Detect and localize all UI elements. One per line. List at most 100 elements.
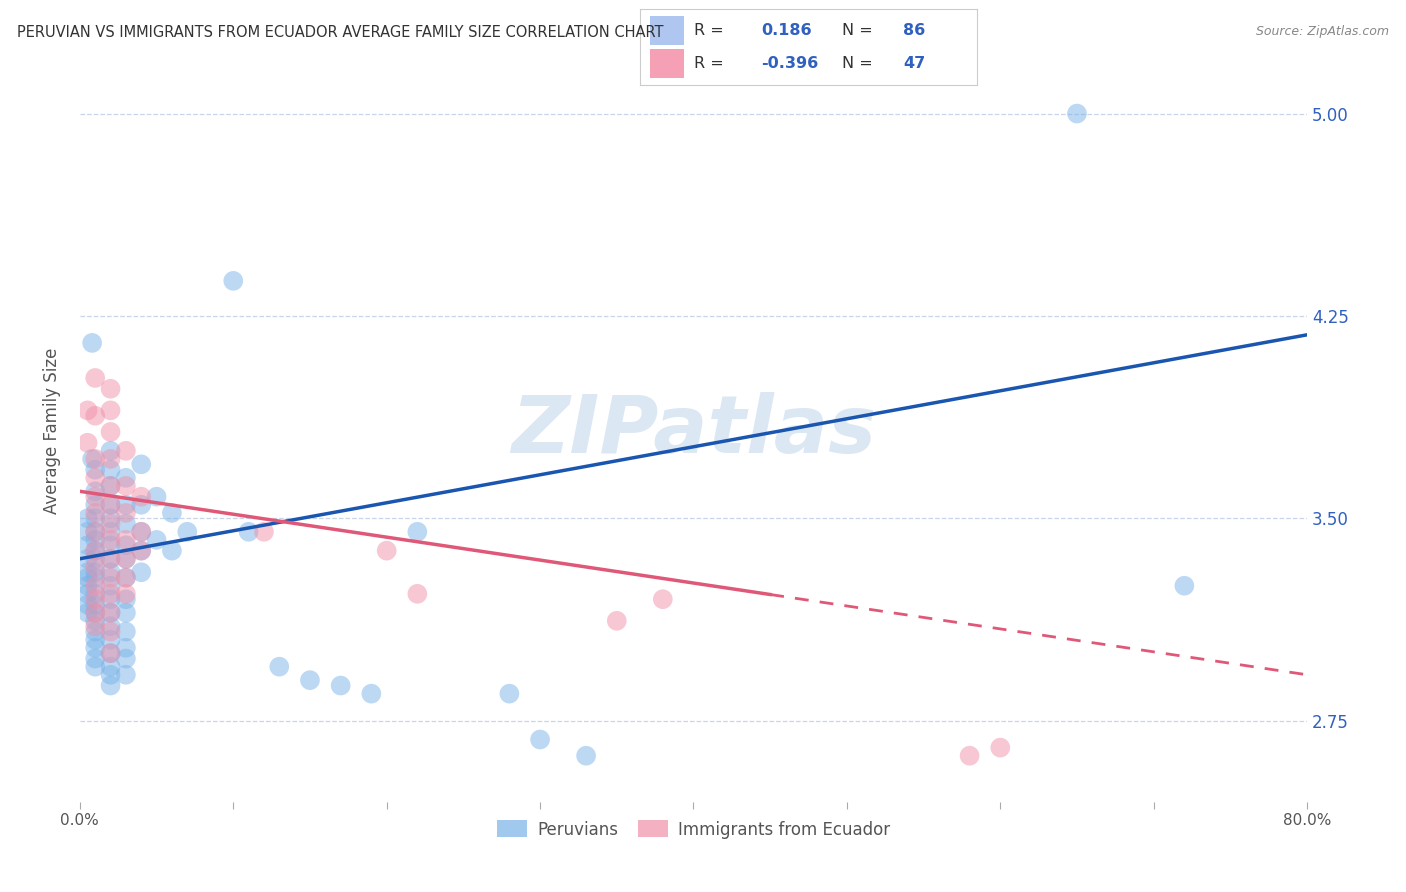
Point <box>84 524 107 539</box>
Point <box>100 646 122 660</box>
Text: 86: 86 <box>903 22 925 37</box>
Point <box>129 566 152 580</box>
Point <box>76 511 98 525</box>
Text: 47: 47 <box>903 56 925 71</box>
Point <box>100 619 122 633</box>
Point <box>129 524 152 539</box>
Point <box>84 624 107 639</box>
Point <box>100 511 122 525</box>
Point <box>100 524 122 539</box>
Point <box>76 538 98 552</box>
Point <box>100 425 122 439</box>
Point <box>115 587 138 601</box>
Point <box>375 543 398 558</box>
Point <box>84 451 107 466</box>
Point <box>76 551 98 566</box>
Point <box>76 524 98 539</box>
Point <box>115 533 138 547</box>
Point <box>115 651 138 665</box>
Point <box>100 679 122 693</box>
Point <box>298 673 321 688</box>
Point <box>84 490 107 504</box>
Text: N =: N = <box>842 22 879 37</box>
Point <box>176 524 198 539</box>
Point <box>82 335 104 350</box>
Point <box>129 543 152 558</box>
Point <box>100 498 122 512</box>
Point <box>100 606 122 620</box>
Bar <box>650 16 683 45</box>
Point <box>100 579 122 593</box>
Point <box>100 538 122 552</box>
Point <box>529 732 551 747</box>
Point <box>100 571 122 585</box>
Point <box>84 543 107 558</box>
Point <box>84 571 107 585</box>
Point <box>76 606 98 620</box>
Point <box>100 498 122 512</box>
Point <box>100 659 122 673</box>
Point <box>160 543 183 558</box>
Text: -0.396: -0.396 <box>761 56 818 71</box>
Point <box>129 490 152 504</box>
Point <box>84 566 107 580</box>
Point <box>84 606 107 620</box>
Point <box>84 543 107 558</box>
Point <box>100 587 122 601</box>
Point <box>84 651 107 665</box>
Point <box>76 435 98 450</box>
Point <box>76 587 98 601</box>
Point <box>100 646 122 660</box>
Point <box>129 498 152 512</box>
Point <box>84 551 107 566</box>
Point <box>129 543 152 558</box>
Point <box>145 533 167 547</box>
Point <box>575 748 598 763</box>
Text: R =: R = <box>693 56 728 71</box>
Point <box>76 566 98 580</box>
Point <box>84 524 107 539</box>
Point <box>84 659 107 673</box>
Point <box>115 479 138 493</box>
Point <box>100 463 122 477</box>
Point <box>100 382 122 396</box>
Point <box>1066 106 1088 120</box>
Point <box>84 511 107 525</box>
Point <box>100 451 122 466</box>
Point <box>115 571 138 585</box>
Point <box>115 592 138 607</box>
Point <box>100 403 122 417</box>
Point <box>406 587 429 601</box>
Point <box>606 614 628 628</box>
Point <box>115 516 138 531</box>
Point <box>115 551 138 566</box>
Point <box>84 640 107 655</box>
Point <box>129 524 152 539</box>
Point <box>115 624 138 639</box>
Point <box>115 606 138 620</box>
Text: 0.186: 0.186 <box>761 22 811 37</box>
Point <box>84 484 107 499</box>
Point <box>84 598 107 612</box>
Point <box>498 687 520 701</box>
Point <box>84 463 107 477</box>
Legend: Peruvians, Immigrants from Ecuador: Peruvians, Immigrants from Ecuador <box>491 814 897 846</box>
Point <box>84 409 107 423</box>
Point <box>1173 579 1195 593</box>
Point <box>329 679 352 693</box>
Point <box>651 592 673 607</box>
Point <box>84 606 107 620</box>
Point <box>100 551 122 566</box>
Point <box>115 538 138 552</box>
Point <box>129 458 152 472</box>
Point <box>100 632 122 647</box>
Point <box>100 443 122 458</box>
Point <box>84 471 107 485</box>
Y-axis label: Average Family Size: Average Family Size <box>44 347 60 514</box>
Point <box>84 579 107 593</box>
Point <box>100 479 122 493</box>
Point <box>76 598 98 612</box>
Point <box>360 687 382 701</box>
Point <box>84 614 107 628</box>
Point <box>84 587 107 601</box>
